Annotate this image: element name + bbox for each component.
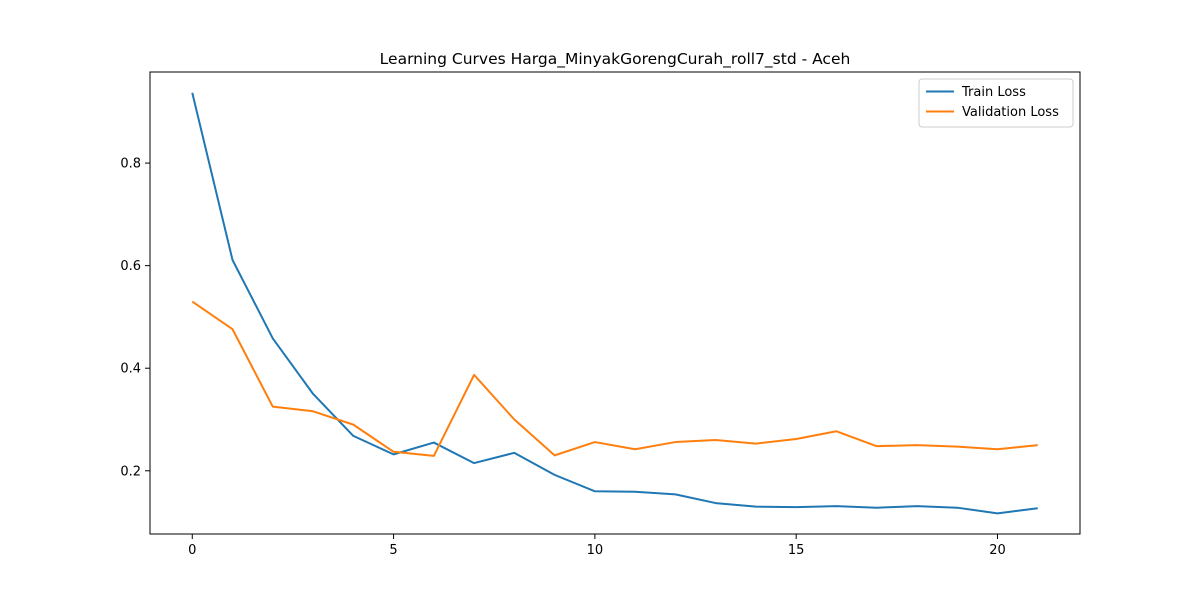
x-tick-label: 0 [188, 543, 196, 558]
y-axis: 0.2 0.4 0.6 0.8 [120, 157, 150, 479]
x-axis: 0 5 10 15 20 [188, 534, 1006, 558]
train-loss-line [191, 92, 1038, 515]
chart-title: Learning Curves Harga_MinyakGorengCurah_… [380, 50, 851, 69]
legend-box [918, 78, 1074, 128]
y-tick-label: 0.8 [120, 157, 141, 172]
x-tick-label: 5 [389, 543, 397, 558]
x-tick-label: 15 [788, 543, 805, 558]
x-tick-label: 20 [989, 543, 1006, 558]
x-tick-label: 10 [587, 543, 604, 558]
legend-label: Validation Loss [962, 105, 1059, 120]
legend: Train Loss Validation Loss [918, 78, 1074, 128]
y-tick-label: 0.6 [120, 259, 141, 274]
legend-label: Train Loss [961, 85, 1026, 100]
plot-frame [149, 71, 1081, 535]
plot-lines [191, 92, 1038, 515]
y-tick-label: 0.4 [120, 362, 141, 377]
validation-loss-line [191, 300, 1038, 457]
y-tick-label: 0.2 [120, 464, 141, 479]
